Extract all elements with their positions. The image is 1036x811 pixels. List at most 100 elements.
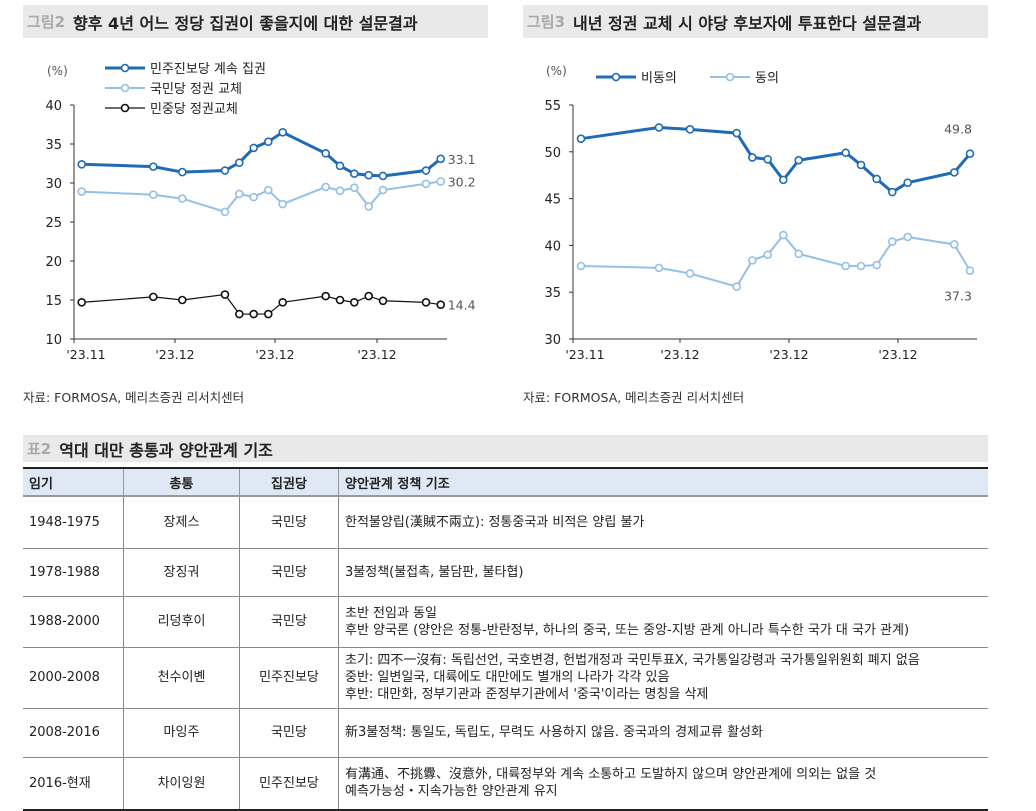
cell-party: 민주진보당 <box>239 647 339 709</box>
data-point <box>965 266 975 275</box>
header-party: 집권당 <box>239 467 339 497</box>
x-tick-label: '23.11 <box>66 347 105 362</box>
unit-label: (%) <box>47 64 68 78</box>
legend-marker <box>120 103 130 113</box>
data-point <box>887 187 897 197</box>
legend-marker <box>120 63 130 73</box>
data-point <box>949 240 959 249</box>
data-point <box>748 153 757 162</box>
data-point <box>732 282 741 291</box>
y-tick-label: 25 <box>45 216 62 231</box>
data-point <box>263 185 273 195</box>
x-tick-label: '23.12 <box>155 347 194 362</box>
data-point <box>378 171 388 181</box>
data-point <box>235 158 244 168</box>
data-point <box>778 175 788 185</box>
data-point <box>903 178 913 187</box>
chart-party-preference: (%) 10 15 20 25 30 35 40 '23.11 '23.12 '23.12 '23.1… <box>45 62 476 362</box>
cell-term: 2000-2008 <box>23 647 124 709</box>
data-point <box>249 309 258 319</box>
data-point <box>249 192 258 202</box>
x-tick-label: '23.12 <box>769 347 808 362</box>
series-line <box>81 180 441 214</box>
data-point <box>178 194 187 203</box>
data-point <box>378 296 388 306</box>
legend-label: 비동의 <box>641 71 677 86</box>
table2-title: 역대 대만 총통과 양안관계 기조 <box>59 440 273 460</box>
data-point <box>856 160 866 170</box>
figure2-source: 자료: FORMOSA, 메리츠증권 리서치센터 <box>23 390 245 405</box>
figure2-title-bar: 그림2 향후 4년 어느 정당 집권이 좋을지에 대한 설문결과 <box>23 5 488 38</box>
cell-party: 국민당 <box>239 496 339 549</box>
legend-marker <box>611 72 621 82</box>
cell-party: 국민당 <box>239 708 339 758</box>
y-tick-label: 40 <box>45 99 62 114</box>
y-tick-label: 40 <box>544 239 561 254</box>
data-point <box>748 256 757 265</box>
cell-party: 국민당 <box>239 548 339 597</box>
x-tick-label: '23.12 <box>357 347 396 362</box>
x-tick-label: '23.12 <box>878 347 917 362</box>
data-point <box>903 232 913 242</box>
data-point <box>77 187 86 196</box>
end-value-label: 37.3 <box>944 289 972 304</box>
series-line <box>81 130 442 178</box>
data-point <box>235 189 244 199</box>
cell-policy: 초반 전임과 동일 후반 양국론 (양안은 정통-반란정부, 하나의 중국, 또는… <box>338 596 988 648</box>
y-tick-label: 45 <box>544 193 561 208</box>
data-point <box>278 298 288 307</box>
header-term: 임기 <box>23 467 124 497</box>
data-point <box>321 291 331 301</box>
cell-policy: 新3불정책: 통일도, 독립도, 무력도 사용하지 않음. 중국과의 경제교류 … <box>338 708 988 758</box>
data-point <box>872 260 882 270</box>
legend-marker <box>725 72 735 82</box>
data-point <box>263 137 273 146</box>
data-point <box>436 177 446 186</box>
cell-policy: 有溝通、不挑釁、沒意外, 대륙정부와 계속 소통하고 도발하지 않으며 양안관계… <box>338 757 988 811</box>
y-tick-label: 35 <box>45 138 62 153</box>
y-tick-label: 20 <box>45 255 62 270</box>
data-point <box>220 207 230 217</box>
data-point <box>278 199 288 209</box>
data-point <box>178 295 187 305</box>
policy-line: 중반: 일변일국, 대륙에도 대만에도 별개의 나라가 각각 있음 <box>345 670 670 685</box>
series-line <box>81 293 441 315</box>
data-point <box>421 166 431 175</box>
end-value-label: 49.8 <box>944 122 972 137</box>
policy-line: 3불정책(불접촉, 불담판, 불타협) <box>345 564 524 580</box>
table-row: 1978-1988 장징궈 국민당 3불정책(불접촉, 불담판, 불타협) <box>23 548 988 597</box>
data-point <box>685 269 695 278</box>
data-point <box>278 128 288 137</box>
chart-opposition-vote: (%) 30 35 40 45 50 55 '23.11 '23.12 '23.12 '23.12 4… <box>544 64 977 362</box>
data-point <box>77 298 86 307</box>
data-point <box>965 149 975 158</box>
data-point <box>763 154 772 164</box>
figure3-title: 내년 정권 교체 시 야당 후보자에 투표한다 설문결과 <box>573 13 922 33</box>
y-tick-label: 10 <box>45 333 62 348</box>
cell-president: 장징궈 <box>123 548 240 597</box>
end-value-label: 30.2 <box>448 174 476 189</box>
data-point <box>335 186 345 196</box>
y-tick-label: 55 <box>544 99 561 114</box>
data-point <box>349 169 359 178</box>
legend-label: 민중당 정권교체 <box>150 102 238 117</box>
data-point <box>149 190 158 199</box>
cell-term: 1948-1975 <box>23 496 124 549</box>
table-row: 1988-2000 리덩후이 국민당 초반 전임과 동일 후반 양국론 (양안은 정통-… <box>23 596 988 648</box>
legend-marker <box>120 83 130 93</box>
header-president: 총통 <box>123 467 240 497</box>
header-policy: 양안관계 정책 기조 <box>338 467 988 497</box>
policy-line: 후반: 대만화, 정부기관과 준정부기관에서 '중국'이라는 명칭을 삭제 <box>345 687 709 702</box>
table-row: 2000-2008 천수이볜 민주진보당 초기: 四不一沒有: 독립선언, 국호변경,… <box>23 647 988 709</box>
data-point <box>421 179 431 189</box>
cell-term: 1978-1988 <box>23 548 124 597</box>
data-point <box>654 123 664 132</box>
data-point <box>335 295 345 305</box>
data-point <box>763 250 772 260</box>
figure3-title-bar: 그림3 내년 정권 교체 시 야당 후보자에 투표한다 설문결과 <box>523 5 988 38</box>
cell-president: 천수이볜 <box>123 647 240 709</box>
cell-policy: 초기: 四不一沒有: 독립선언, 국호변경, 헌법개정과 국민투표X, 국가통일… <box>338 647 988 709</box>
data-point <box>178 167 187 177</box>
data-point <box>364 202 374 211</box>
data-point <box>794 155 804 165</box>
